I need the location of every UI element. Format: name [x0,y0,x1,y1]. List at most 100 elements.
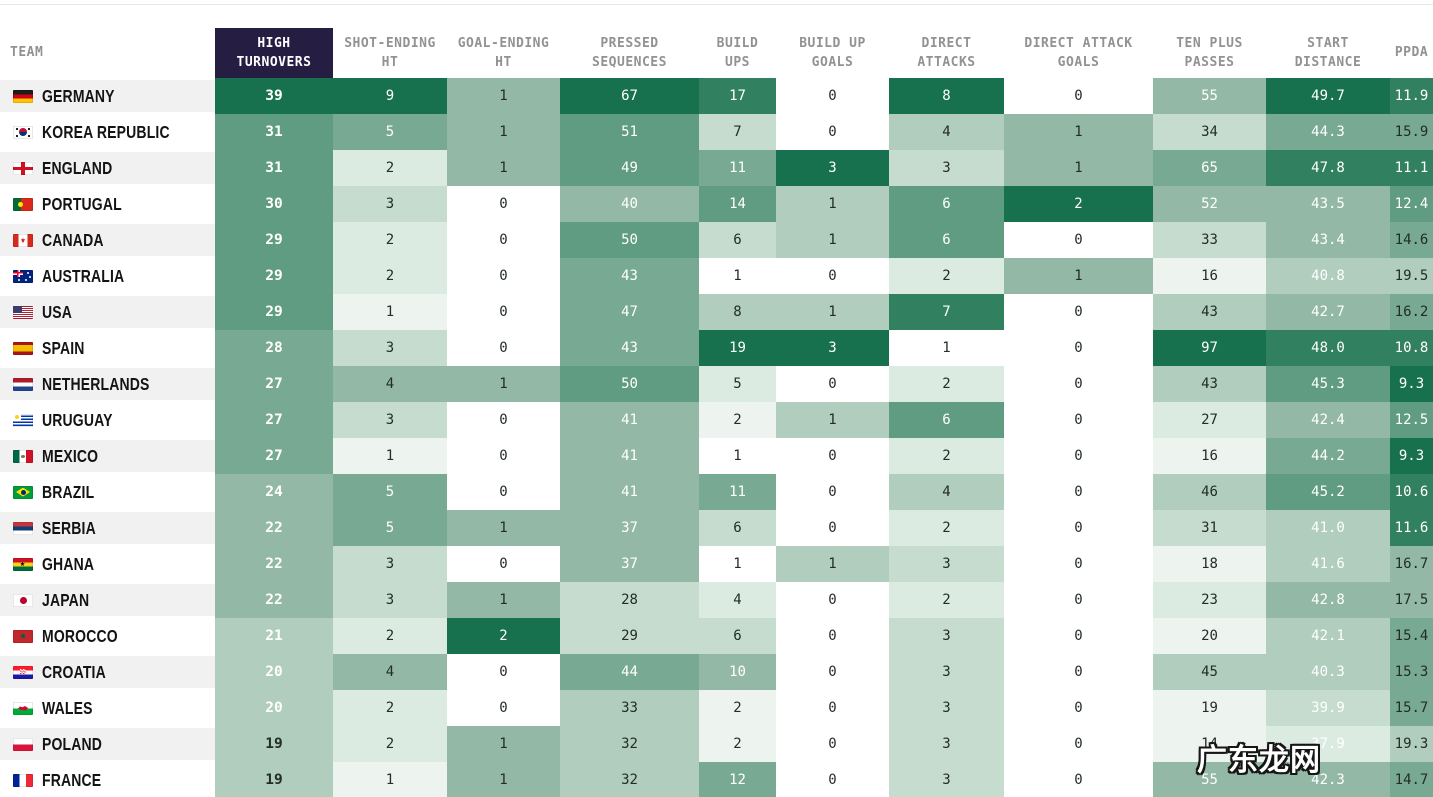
team-name: BRAZIL [42,481,95,502]
stat-cell-ten-plus-passes: 45 [1153,654,1266,690]
stat-cell-ten-plus-passes: 20 [1153,618,1266,654]
stat-cell-high-turnovers: 31 [215,114,333,150]
stat-cell-build-ups: 14 [699,186,776,222]
stat-cell-start-distance: 40.8 [1266,258,1390,294]
team-name: GERMANY [42,85,115,106]
stat-cell-build-up-goals: 0 [776,690,889,726]
table-row: URUGUAY 27 3 0 41 2 1 6 0 27 42.4 12.5 [0,402,1433,438]
stat-cell-goal-ending-ht: 0 [447,222,560,258]
column-header-ten-plus-passes[interactable]: TEN PLUS PASSES [1176,35,1243,71]
stat-cell-ten-plus-passes: 34 [1153,114,1266,150]
column-header-direct-attacks[interactable]: DIRECT ATTACKS [917,35,976,71]
stat-cell-ppda: 10.6 [1390,474,1433,510]
stat-cell-ten-plus-passes: 27 [1153,402,1266,438]
stat-cell-ten-plus-passes: 33 [1153,222,1266,258]
table-row: KOREA REPUBLIC 31 5 1 51 7 0 4 1 34 44.3 15.9 [0,114,1433,150]
stat-cell-build-ups: 4 [699,582,776,618]
stat-cell-ppda: 19.3 [1390,726,1433,762]
stat-cell-goal-ending-ht: 0 [447,474,560,510]
stat-cell-shot-ending-ht: 3 [333,546,447,582]
stat-cell-pressed-sequences: 47 [560,294,699,330]
stat-cell-ten-plus-passes: 43 [1153,366,1266,402]
stat-cell-ten-plus-passes: 19 [1153,690,1266,726]
flag-icon-france [13,773,33,787]
team-cell: AUSTRALIA [0,258,215,294]
table-row: NETHERLANDS 27 4 1 50 5 0 2 0 43 45.3 9.3 [0,366,1433,402]
column-header-ppda[interactable]: PPDA [1394,45,1429,61]
stat-cell-start-distance: 47.8 [1266,150,1390,186]
column-header-team[interactable]: TEAM [0,0,215,78]
team-name: NETHERLANDS [42,373,150,394]
column-header-build-up-goals[interactable]: BUILD UP GOALS [799,35,866,71]
stat-cell-build-ups: 1 [699,546,776,582]
stat-cell-direct-attacks: 3 [889,618,1004,654]
stat-cell-goal-ending-ht: 0 [447,330,560,366]
stat-cell-build-up-goals: 0 [776,78,889,114]
stat-cell-direct-attack-goals: 0 [1004,762,1153,797]
stat-cell-build-ups: 12 [699,762,776,797]
team-name: CROATIA [42,661,106,682]
stat-cell-direct-attacks: 3 [889,654,1004,690]
flag-icon-mexico [13,449,33,463]
stat-cell-shot-ending-ht: 4 [333,654,447,690]
stat-cell-high-turnovers: 29 [215,258,333,294]
stat-cell-ppda: 12.4 [1390,186,1433,222]
stat-cell-goal-ending-ht: 0 [447,654,560,690]
stat-cell-goal-ending-ht: 1 [447,726,560,762]
column-header-start-distance[interactable]: START DISTANCE [1294,35,1362,71]
column-header-goal-ending-ht[interactable]: GOAL-ENDING HT [457,35,550,71]
stat-cell-ppda: 15.9 [1390,114,1433,150]
stat-cell-ppda: 10.8 [1390,330,1433,366]
stat-cell-direct-attack-goals: 0 [1004,438,1153,474]
table-row: SERBIA 22 5 1 37 6 0 2 0 31 41.0 11.6 [0,510,1433,546]
stat-cell-high-turnovers: 29 [215,294,333,330]
stat-cell-pressed-sequences: 29 [560,618,699,654]
stat-cell-build-ups: 19 [699,330,776,366]
table-row: BRAZIL 24 5 0 41 11 0 4 0 46 45.2 10.6 [0,474,1433,510]
table-header-row: TEAM HIGH TURNOVERS SHOT-ENDING HT GOAL-EN… [0,0,1433,78]
stat-cell-direct-attack-goals: 0 [1004,366,1153,402]
column-header-direct-attack-goals[interactable]: DIRECT ATTACK GOALS [1024,35,1133,71]
team-cell: GERMANY [0,78,215,114]
stat-cell-start-distance: 45.3 [1266,366,1390,402]
stat-cell-ppda: 17.5 [1390,582,1433,618]
stat-cell-build-up-goals: 0 [776,618,889,654]
stat-cell-ppda: 16.7 [1390,546,1433,582]
stat-cell-ppda: 14.7 [1390,762,1433,797]
stat-cell-build-ups: 17 [699,78,776,114]
stat-cell-direct-attack-goals: 0 [1004,474,1153,510]
column-header-high-turnovers[interactable]: HIGH TURNOVERS [215,0,333,78]
stat-cell-build-ups: 2 [699,690,776,726]
stat-cell-build-up-goals: 0 [776,114,889,150]
table-row: WALES 20 2 0 33 2 0 3 0 19 39.9 15.7 [0,690,1433,726]
column-header-shot-ending-ht[interactable]: SHOT-ENDING HT [344,35,436,71]
team-cell: NETHERLANDS [0,366,215,402]
stat-cell-pressed-sequences: 51 [560,114,699,150]
stat-cell-direct-attack-goals: 0 [1004,402,1153,438]
stat-cell-start-distance: 42.3 [1266,762,1390,797]
stat-cell-ten-plus-passes: 16 [1153,258,1266,294]
stat-cell-start-distance: 44.3 [1266,114,1390,150]
stat-cell-pressed-sequences: 32 [560,726,699,762]
stat-cell-build-up-goals: 0 [776,582,889,618]
stat-cell-build-ups: 6 [699,618,776,654]
stat-cell-build-ups: 6 [699,510,776,546]
stat-cell-shot-ending-ht: 1 [333,294,447,330]
flag-icon-uruguay [13,413,33,427]
team-cell: MOROCCO [0,618,215,654]
stat-cell-direct-attacks: 3 [889,690,1004,726]
stat-cell-shot-ending-ht: 3 [333,582,447,618]
stat-cell-direct-attacks: 2 [889,258,1004,294]
stat-cell-pressed-sequences: 43 [560,330,699,366]
column-header-pressed-sequences[interactable]: PRESSED SEQUENCES [592,35,667,71]
stat-cell-start-distance: 42.1 [1266,618,1390,654]
stat-cell-goal-ending-ht: 1 [447,114,560,150]
flag-icon-wales [13,701,33,715]
stat-cell-high-turnovers: 21 [215,618,333,654]
stat-cell-build-ups: 7 [699,114,776,150]
stat-cell-direct-attacks: 4 [889,114,1004,150]
stat-cell-direct-attacks: 2 [889,366,1004,402]
team-name: FRANCE [42,769,102,790]
stat-cell-goal-ending-ht: 1 [447,582,560,618]
column-header-build-ups[interactable]: BUILD UPS [716,35,759,71]
